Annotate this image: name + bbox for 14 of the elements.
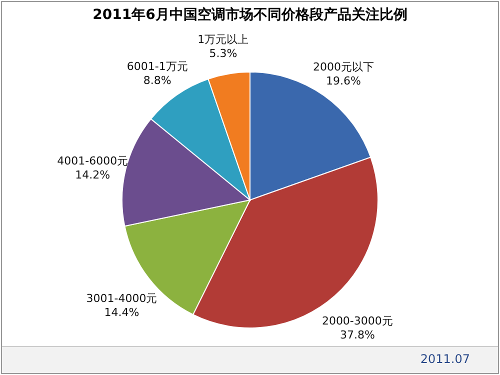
chart-title: 2011年6月中国空调市场不同价格段产品关注比例 — [92, 6, 408, 24]
data-label: 5.3% — [209, 47, 238, 60]
text: 2011.07 — [420, 352, 470, 366]
slice-label: 4001-6000元 — [57, 154, 128, 168]
data-label: 14.4% — [104, 306, 140, 320]
slice-label: 2000元以下 — [312, 60, 374, 74]
data-label: 8.8% — [143, 74, 172, 88]
slice-label: 2000-3000元 — [322, 314, 393, 328]
slice-label: 6001-1万元 — [126, 60, 188, 74]
slice-label: 3001-4000元 — [86, 292, 158, 306]
data-label: 14.2% — [75, 168, 110, 182]
data-label: 37.8% — [340, 328, 375, 342]
data-label: 19.6% — [326, 74, 361, 88]
slice-label: 1万元以上 — [198, 33, 249, 46]
